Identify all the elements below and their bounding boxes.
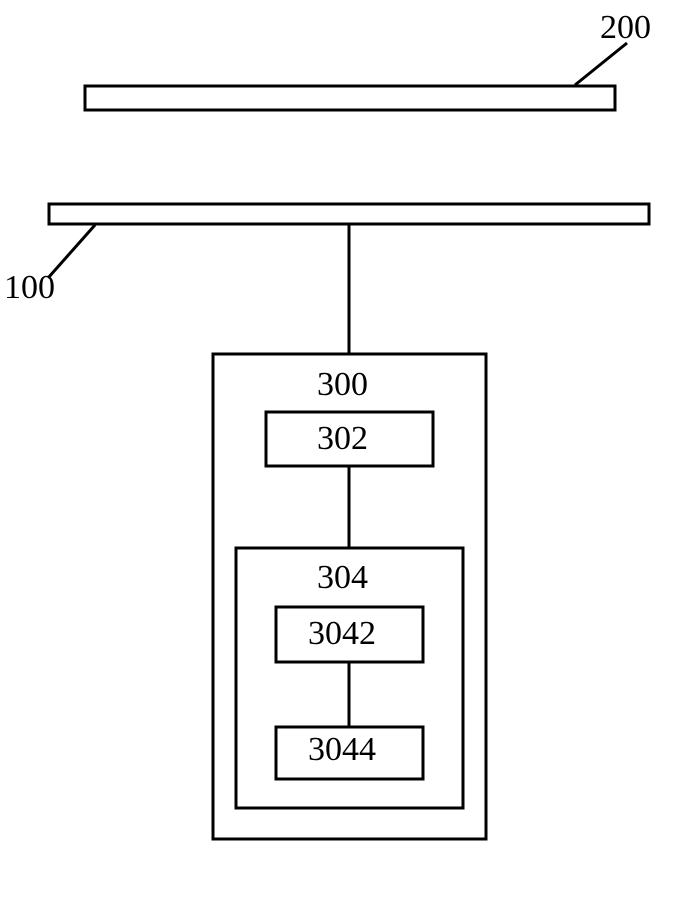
label-304: 304 [317, 559, 368, 596]
label-3044: 3044 [308, 731, 376, 768]
label-300: 300 [317, 366, 368, 403]
leader-100 [48, 225, 95, 278]
label-302: 302 [317, 420, 368, 457]
block-diagram: 200 100 300 302 304 3042 3044 [0, 0, 694, 911]
bar-100 [49, 204, 649, 224]
label-200: 200 [600, 9, 651, 46]
bar-200 [85, 86, 615, 110]
label-100: 100 [4, 269, 55, 306]
leader-200 [575, 43, 627, 85]
label-3042: 3042 [308, 615, 376, 652]
